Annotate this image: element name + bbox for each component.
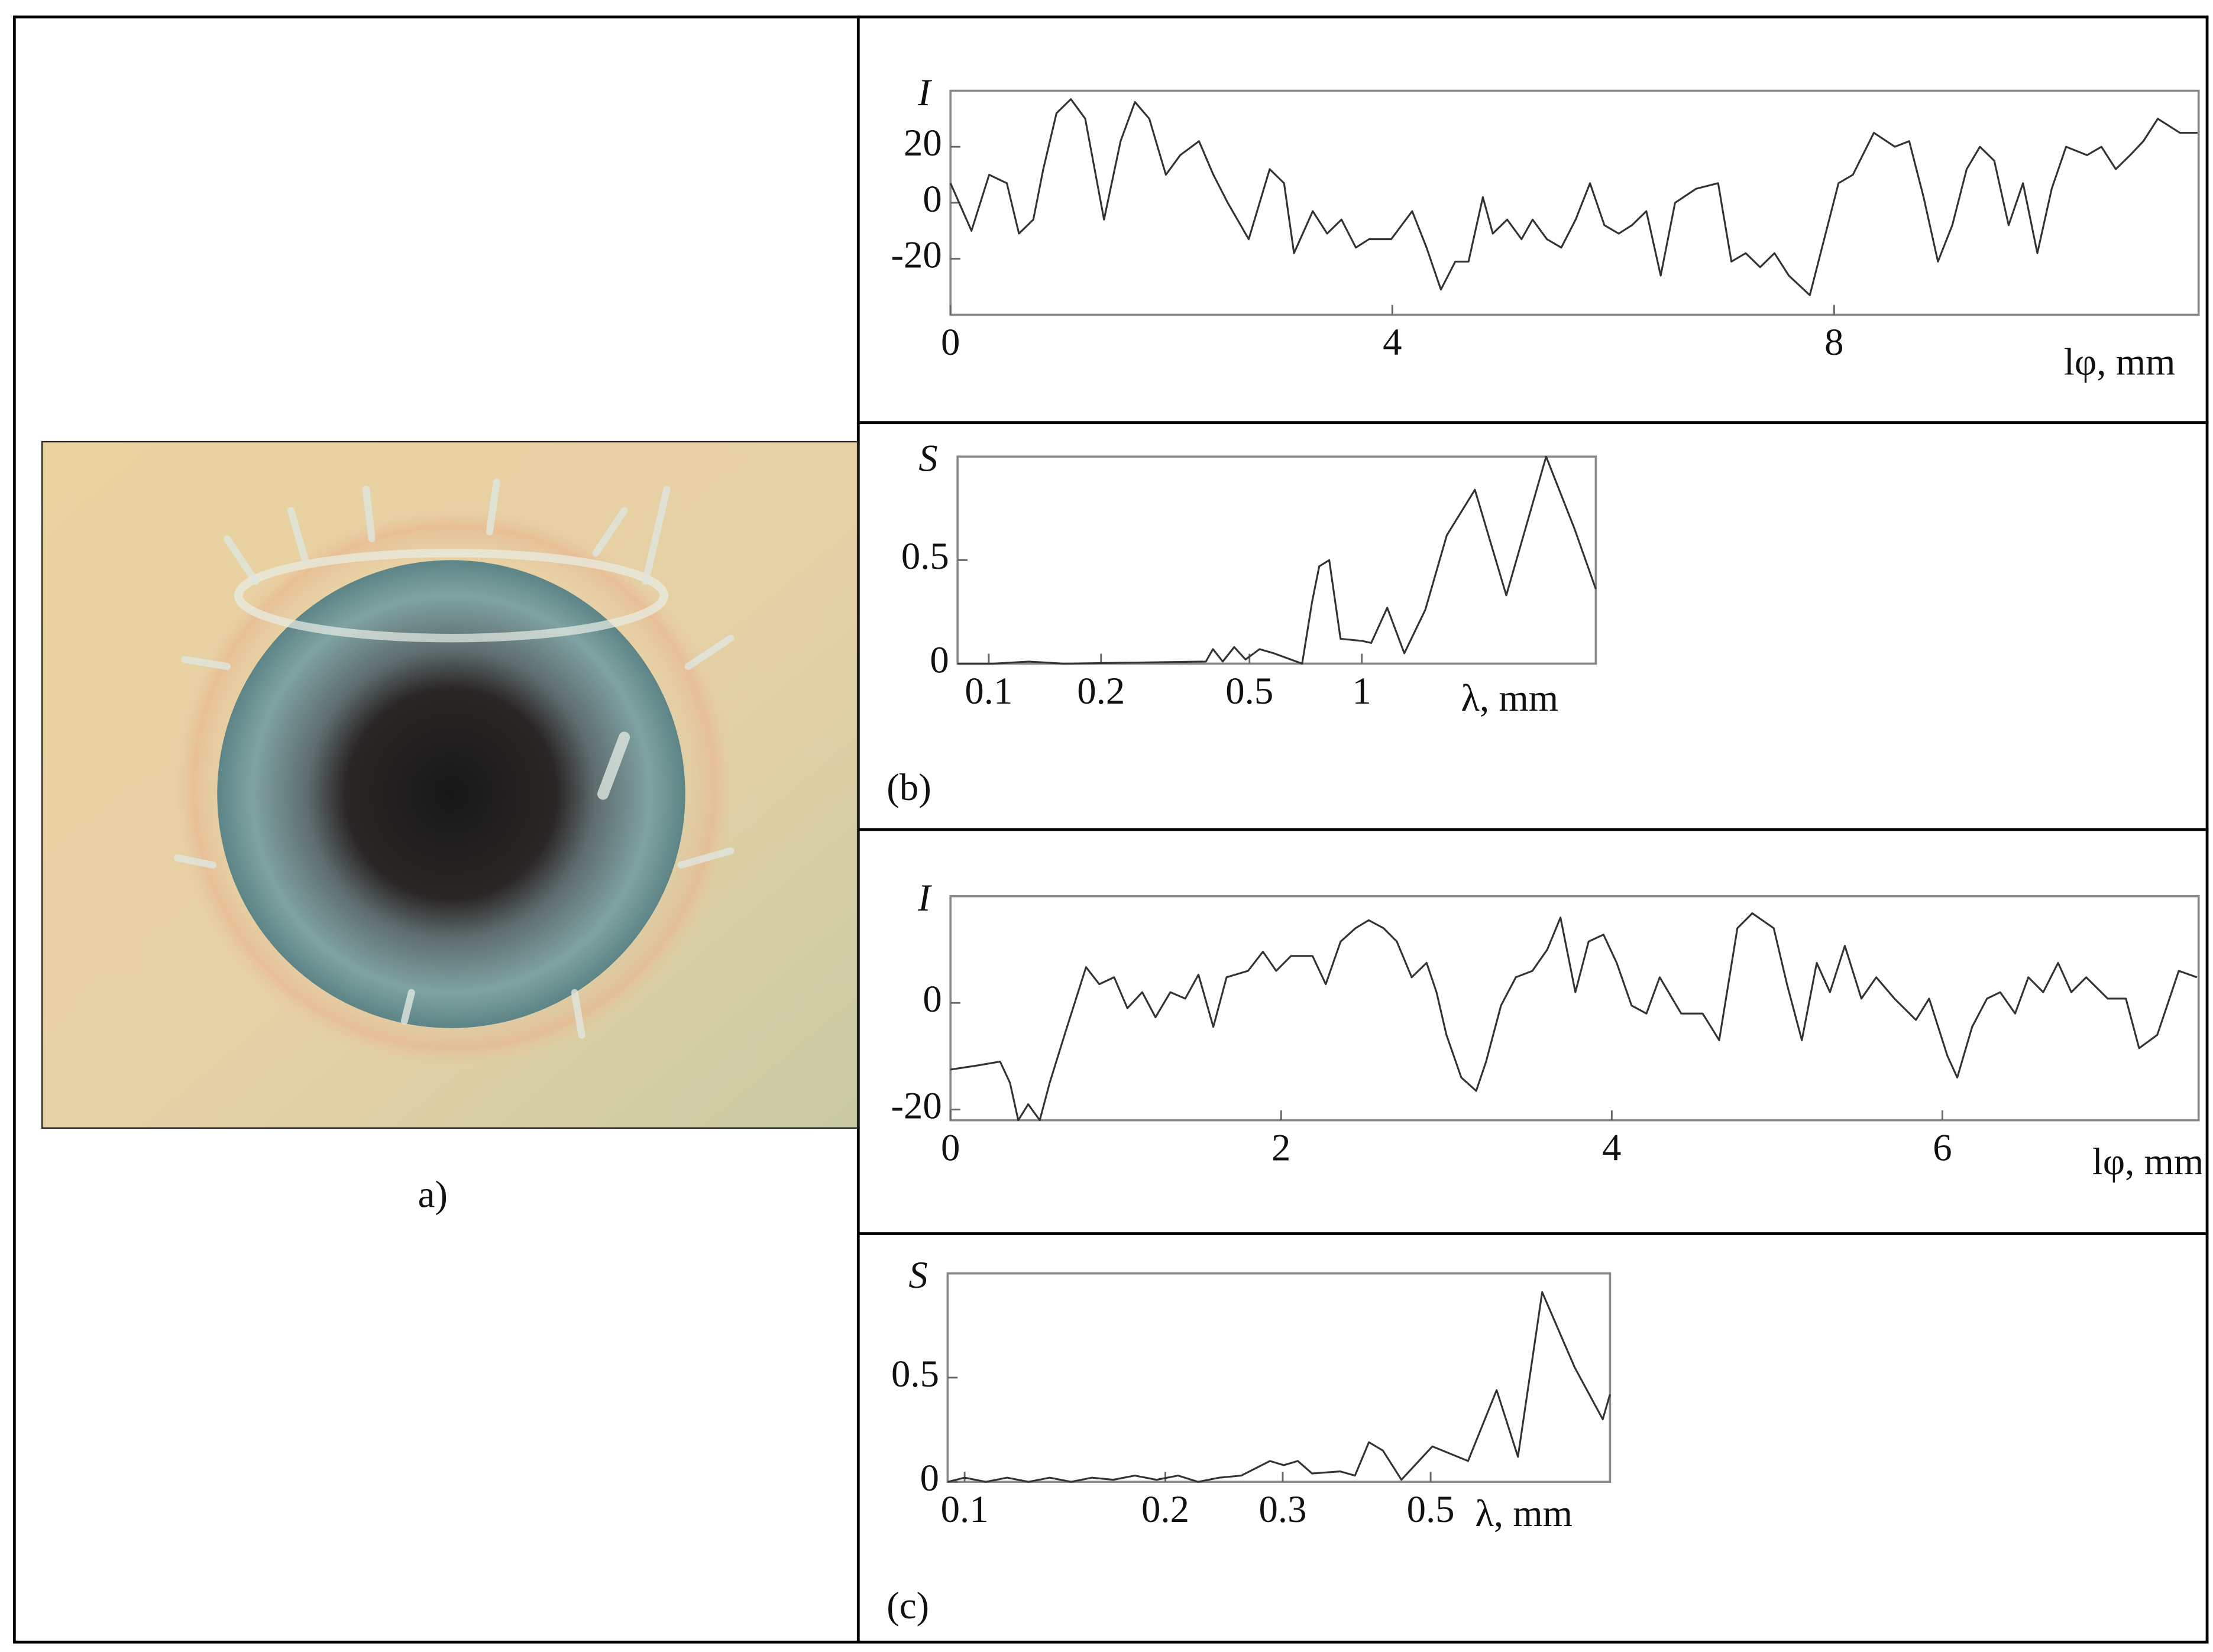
data-line — [947, 1291, 1611, 1483]
chart: 0 0.5 0.1 0.2 0.5 1 Sλ, mm — [901, 438, 1597, 720]
x-tick-label: 0.1 — [941, 1488, 989, 1531]
chart: 0 0.5 0.1 0.2 0.3 0.5 Sλ, mm — [891, 1254, 1612, 1535]
y-tick-label: -20 — [891, 1084, 942, 1127]
x-tick-label: 4 — [1602, 1126, 1621, 1169]
y-tick-label: 0 — [923, 978, 942, 1021]
x-tick-label: 0 — [941, 1126, 960, 1169]
x-tick-label: 0.2 — [1077, 670, 1125, 712]
data-line — [950, 912, 2198, 1122]
y-tick-label: 0 — [923, 178, 942, 221]
x-tick-label: 1 — [1352, 670, 1371, 712]
chart: -20 0 20 0 4 8 Ilφ, mm — [891, 72, 2200, 384]
data-line — [949, 98, 2198, 296]
x-tick-label: 8 — [1824, 321, 1843, 364]
y-tick-label: -20 — [891, 234, 942, 277]
x-axis-label: lφ, mm — [2064, 341, 2175, 384]
y-axis-label: I — [917, 877, 933, 919]
x-tick-label: 6 — [1933, 1126, 1952, 1169]
x-tick-label: 0.5 — [1407, 1488, 1455, 1531]
y-tick-label: 0.5 — [901, 535, 949, 578]
panel-label: a) — [418, 1173, 448, 1216]
plot-frame — [949, 895, 2200, 1122]
panel-label: (b) — [887, 766, 931, 809]
x-tick-label: 0.2 — [1141, 1488, 1189, 1531]
plot-frame — [949, 89, 2200, 316]
x-tick-label: 2 — [1271, 1126, 1290, 1169]
y-axis-label: S — [918, 438, 937, 480]
x-tick-label: 0.1 — [965, 670, 1012, 712]
y-axis-label: I — [917, 72, 933, 114]
x-tick-label: 4 — [1383, 321, 1402, 364]
y-tick-label: 0 — [920, 1457, 939, 1499]
y-tick-label: 0 — [930, 639, 949, 681]
data-line — [957, 455, 1597, 665]
y-tick-label: 0.5 — [891, 1353, 939, 1395]
plot-frame — [946, 1272, 1612, 1483]
panel-label: (c) — [887, 1585, 929, 1627]
y-axis-label: S — [908, 1254, 927, 1297]
x-axis-label: λ, mm — [1476, 1492, 1573, 1535]
x-axis-label: lφ, mm — [2092, 1141, 2204, 1183]
x-axis-label: λ, mm — [1461, 677, 1559, 720]
y-tick-label: 20 — [904, 122, 942, 164]
photo — [41, 440, 859, 1129]
x-tick-label: 0.3 — [1259, 1488, 1307, 1531]
x-tick-label: 0.5 — [1225, 670, 1273, 712]
plot-frame — [956, 455, 1597, 665]
x-tick-label: 0 — [941, 321, 960, 364]
